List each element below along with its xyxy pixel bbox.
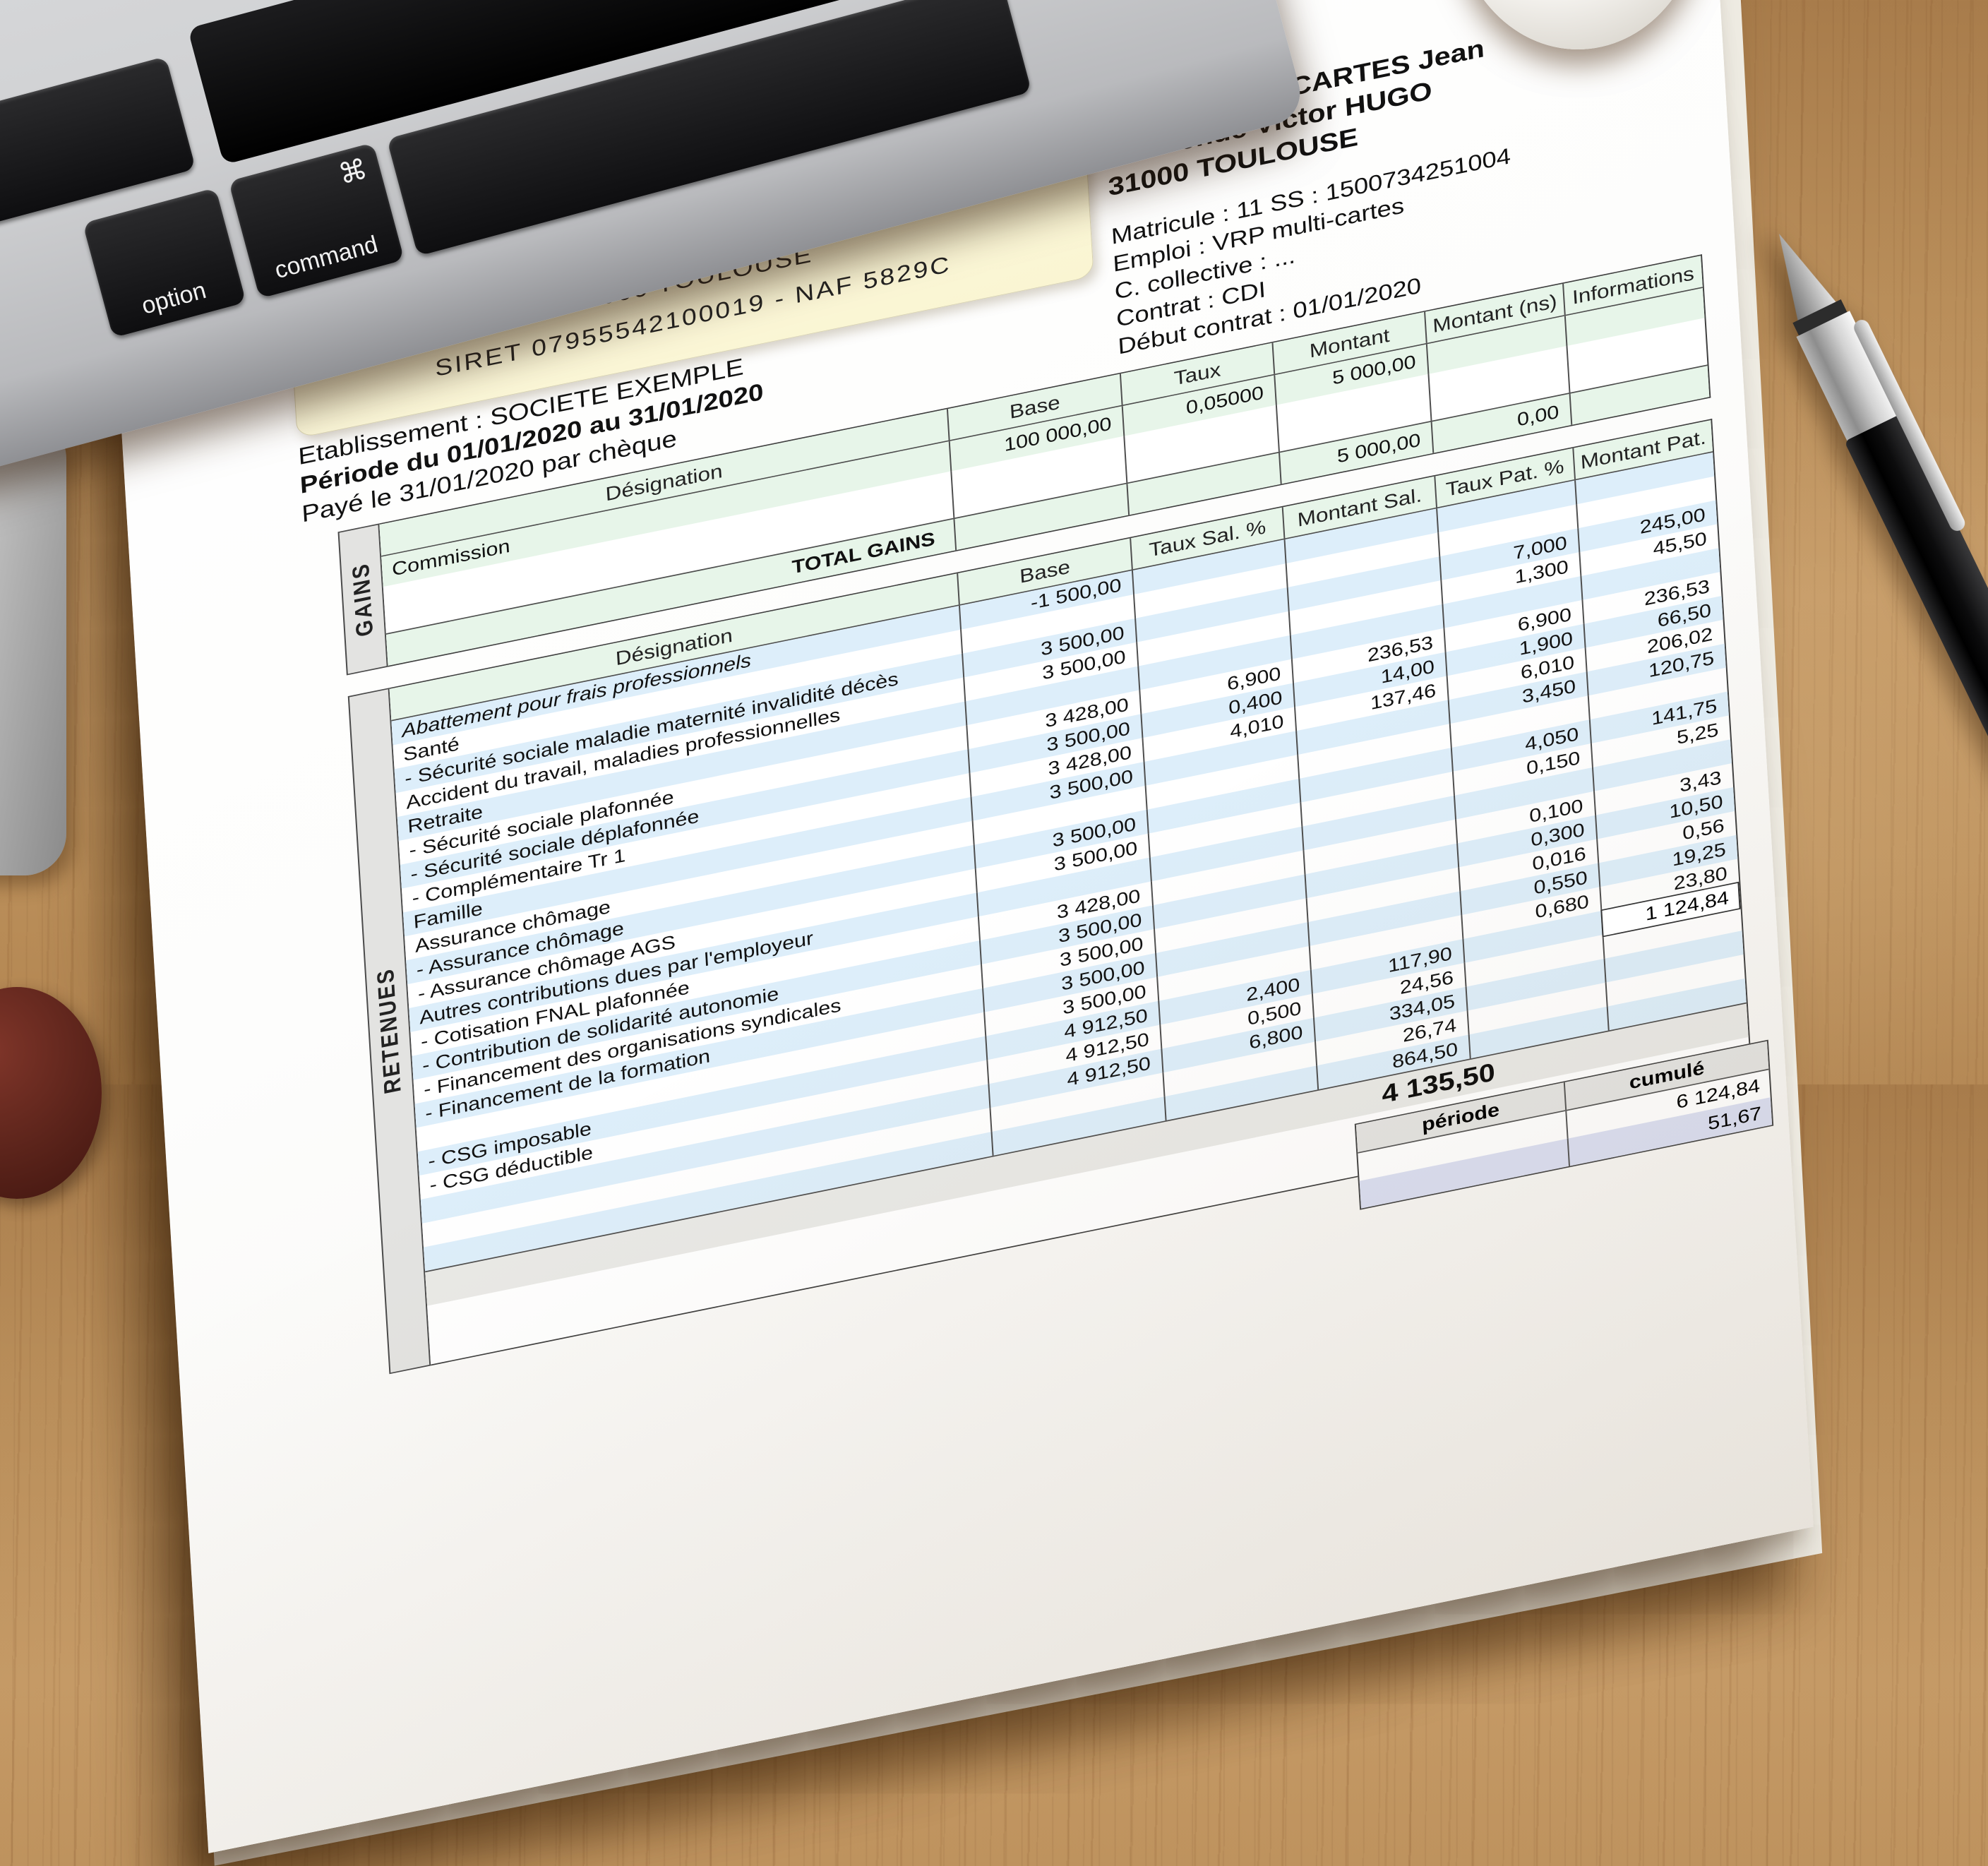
option-key-label: option [138, 277, 209, 320]
command-key-label: command [272, 230, 381, 285]
gray-device-edge [0, 417, 66, 875]
pen-body [1844, 412, 1988, 858]
command-key-icon: ⌘ [335, 153, 371, 191]
keyboard-key-command: ⌘ command [228, 142, 405, 299]
dark-red-object [0, 987, 102, 1199]
pen [1750, 220, 1988, 858]
keyboard-key-option: option [82, 187, 246, 338]
